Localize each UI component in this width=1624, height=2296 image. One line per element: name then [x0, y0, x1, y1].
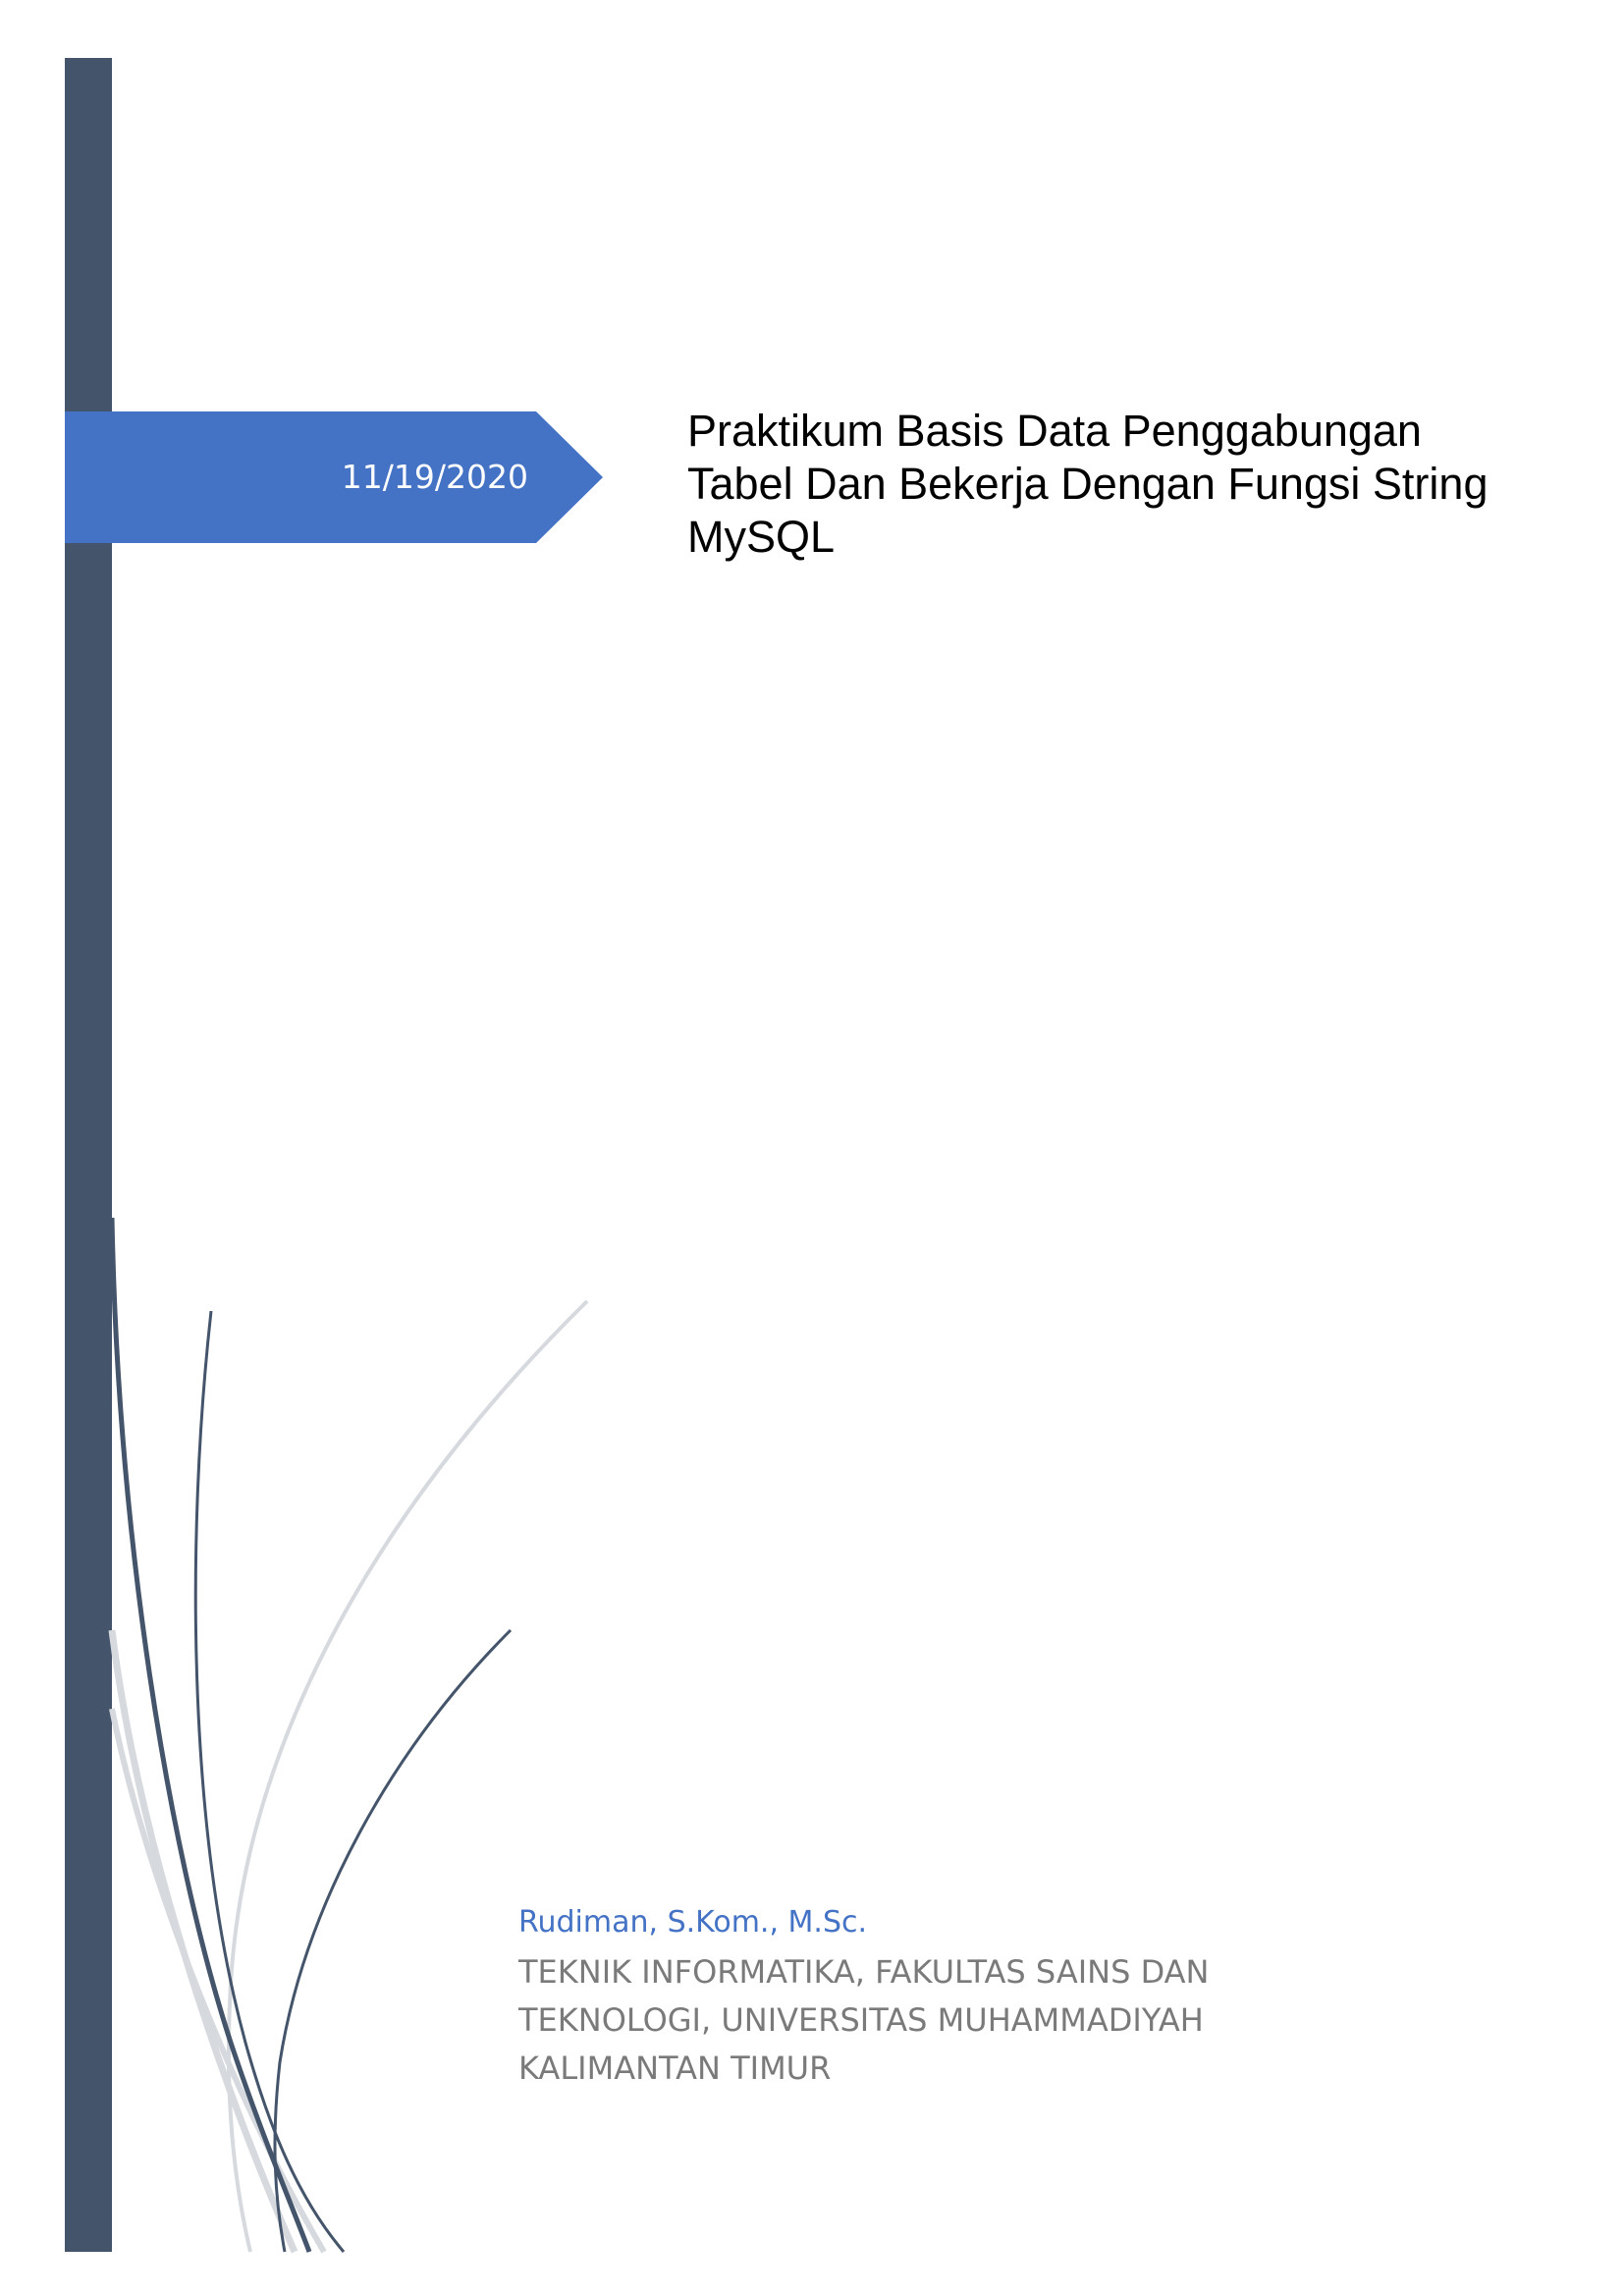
cover-date: 11/19/2020 — [341, 458, 528, 496]
author-name: Rudiman, S.Kom., M.Sc. — [518, 1905, 868, 1940]
curve-dark-1 — [109, 1217, 312, 2253]
curve-dark-2 — [193, 1310, 346, 2253]
date-banner: 11/19/2020 — [65, 411, 603, 543]
curve-dark-3 — [273, 1628, 513, 2253]
curve-light-2 — [109, 1708, 327, 2254]
curve-light-3 — [226, 1299, 589, 2253]
document-title: Praktikum Basis Data Penggabungan Tabel … — [687, 406, 1489, 562]
date-banner-arrow — [65, 411, 603, 543]
institution-name: TEKNIK INFORMATIKA, FAKULTAS SAINS DAN T… — [518, 1953, 1210, 2087]
